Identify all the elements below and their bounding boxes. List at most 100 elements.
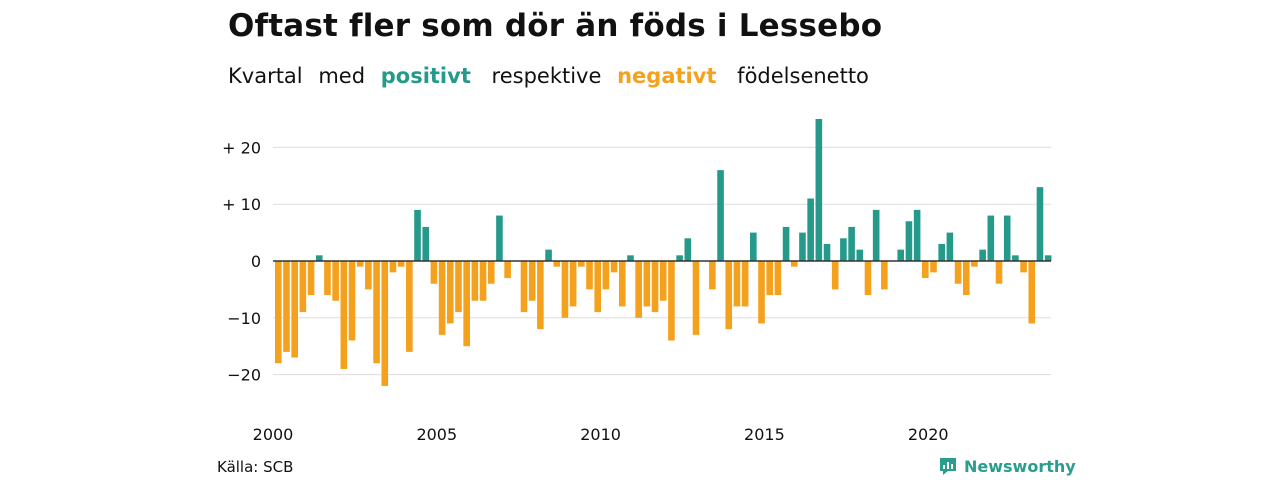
bar (275, 261, 282, 364)
bar (831, 261, 839, 290)
x-axis-labels: 2000 2005 2010 2015 2020 (253, 425, 949, 444)
bar (1028, 261, 1036, 324)
bar (291, 261, 298, 358)
bar (692, 261, 700, 335)
subtitle-word-kvartal: Kvartal (228, 64, 303, 88)
bar (840, 238, 847, 261)
bar (987, 215, 995, 261)
source-note: Källa: SCB (217, 458, 294, 476)
bar (799, 232, 806, 261)
bar (553, 261, 561, 267)
bar (954, 261, 962, 284)
bar (520, 261, 528, 313)
bar (414, 209, 421, 261)
bar (782, 226, 790, 261)
y-tick-label: −10 (227, 309, 261, 328)
bar (823, 243, 831, 261)
bar (717, 170, 724, 261)
bar (373, 261, 380, 364)
bar (848, 226, 855, 261)
bar (897, 249, 905, 261)
bar (537, 261, 544, 330)
bar (635, 261, 642, 318)
bar (1036, 187, 1044, 261)
bar (610, 261, 618, 273)
bar (561, 261, 569, 318)
bar (397, 261, 405, 267)
bar (668, 261, 675, 341)
bar (905, 221, 913, 261)
bar (618, 261, 626, 307)
bar (684, 238, 692, 261)
bar (602, 261, 610, 290)
bar (422, 226, 430, 261)
bar (340, 261, 348, 369)
x-tick-label: 2000 (253, 425, 294, 444)
subtitle-positive: positivt (380, 64, 471, 88)
bar (569, 261, 577, 307)
bar (430, 261, 438, 284)
x-tick-label: 2015 (744, 425, 785, 444)
bar (930, 261, 937, 273)
y-tick-label: + 10 (222, 195, 261, 214)
bar (676, 255, 683, 261)
subtitle-word-fodelsenetto: födelsenetto (737, 64, 869, 88)
bar (627, 255, 634, 261)
bar (758, 261, 765, 324)
bar (872, 209, 880, 261)
bar (643, 261, 651, 307)
bar (856, 249, 864, 261)
bar (446, 261, 454, 324)
bar (479, 261, 487, 301)
bar (324, 261, 331, 296)
y-tick-label: 0 (251, 252, 261, 271)
bar (946, 232, 954, 261)
x-tick-label: 2010 (580, 425, 621, 444)
y-axis-labels: −20 −10 0 + 10 + 20 (222, 138, 261, 384)
bar (750, 232, 757, 261)
bar (995, 261, 1003, 284)
bar (406, 261, 413, 352)
bar (913, 209, 921, 261)
newsworthy-icon (940, 458, 956, 475)
brand-name: Newsworthy (964, 456, 1076, 476)
bar (528, 261, 536, 301)
x-tick-label: 2020 (908, 425, 949, 444)
bar (962, 261, 970, 296)
bar (299, 261, 307, 313)
bar (709, 261, 716, 290)
brand-logo: Newsworthy (938, 456, 1076, 476)
bar (438, 261, 446, 335)
bar (971, 261, 978, 267)
bar (283, 261, 290, 352)
bar (389, 261, 397, 273)
bar (356, 261, 364, 267)
bar (307, 261, 315, 296)
bar (586, 261, 593, 290)
bar (725, 261, 733, 330)
bar (766, 261, 773, 296)
bar (979, 249, 986, 261)
bar (922, 261, 929, 279)
bar (659, 261, 667, 301)
x-tick-label: 2005 (416, 425, 457, 444)
bar (381, 261, 389, 386)
bar (864, 261, 872, 296)
bar (741, 261, 749, 307)
bar (578, 261, 585, 267)
bars (275, 119, 1052, 386)
bar (790, 261, 798, 267)
bar (651, 261, 659, 313)
grid-lines (273, 146, 1051, 376)
bar (938, 243, 945, 261)
bar (774, 261, 782, 296)
bar (1020, 261, 1027, 273)
bar (1003, 215, 1011, 261)
bar (594, 261, 602, 313)
bar (496, 215, 503, 261)
bar (807, 198, 814, 261)
bar (332, 261, 339, 301)
bar (1012, 255, 1019, 261)
subtitle-negative: negativt (617, 64, 717, 88)
